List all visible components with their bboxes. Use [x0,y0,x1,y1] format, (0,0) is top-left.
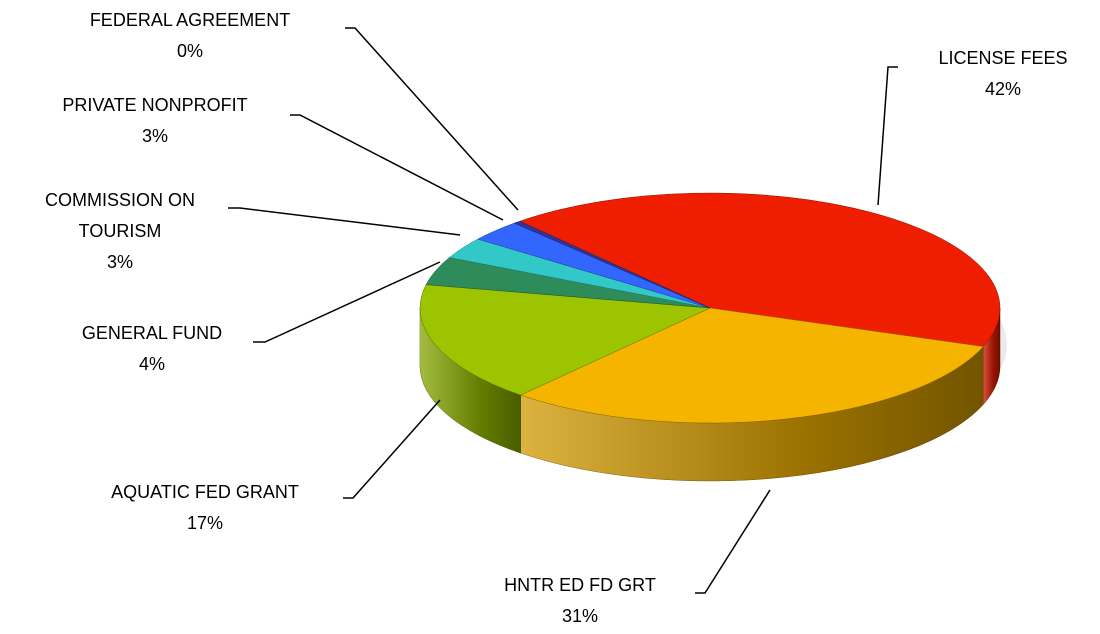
value-label: 4% [138,354,165,374]
leader-line [290,114,504,221]
slice-label: HNTR ED FD GRT 31% [430,570,730,632]
category-name: COMMISSION ON TOURISM [44,190,195,241]
category-name: PRIVATE NONPROFIT [62,95,248,115]
slice-label: GENERAL FUND 4% [22,318,282,380]
value-label: 3% [106,252,133,272]
tops [419,192,1001,424]
slice-side-shade [520,346,984,481]
leader-line [228,207,461,236]
slice [513,220,711,309]
slice-side-shade [420,308,521,454]
slice [519,192,1001,347]
value-label: 17% [186,513,224,533]
leader-line [695,489,771,594]
slice-label: AQUATIC FED GRANT 17% [55,477,355,539]
category-name: HNTR ED FD GRT [504,575,656,595]
slice [419,284,711,396]
category-name: GENERAL FUND [81,323,223,343]
sides [419,307,1001,482]
slice-label: COMMISSION ON TOURISM 3% [20,185,220,278]
value-label: 42% [984,79,1022,99]
slice-label: FEDERAL AGREEMENT 0% [30,5,350,67]
category-name: AQUATIC FED GRANT [111,482,299,502]
leader-line [877,66,898,206]
value-label: 3% [141,126,168,146]
leader-line [253,261,441,343]
leader-line [343,399,441,499]
leader-line [345,27,519,211]
slice-side-shade [983,308,1000,405]
slice-label: LICENSE FEES 42% [873,43,1100,105]
value-label: 31% [561,606,599,626]
value-label: 0% [176,41,203,61]
category-name: FEDERAL AGREEMENT [89,10,291,30]
slice-label: PRIVATE NONPROFIT 3% [5,90,305,152]
slice [520,307,984,424]
category-name: LICENSE FEES [938,48,1068,68]
